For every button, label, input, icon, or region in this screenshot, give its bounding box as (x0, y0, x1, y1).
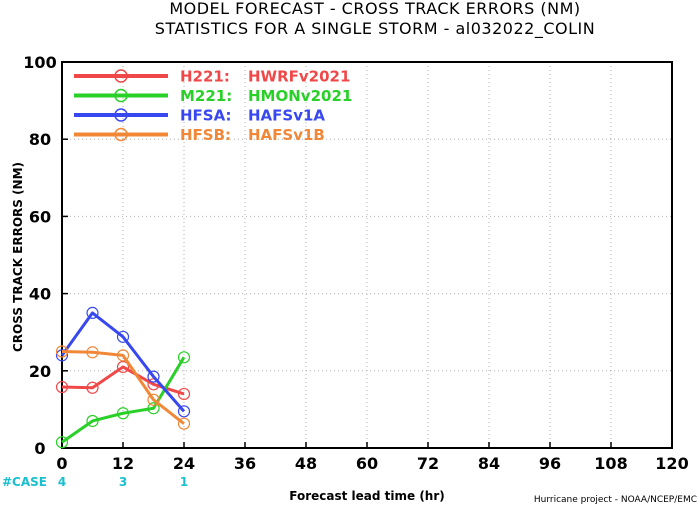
x-axis-label: Forecast lead time (hr) (289, 489, 445, 503)
data-point (55, 380, 69, 394)
y-axis-ticks: 0 20 40 60 80 100 (23, 53, 68, 458)
data-point (177, 417, 191, 430)
grid-lines (62, 62, 672, 448)
case-label: #CASE (2, 475, 47, 489)
y-tick-label: 0 (34, 439, 45, 458)
legend-marker (114, 88, 128, 103)
case-count: 3 (119, 475, 127, 489)
case-counts: 4 3 1 (58, 475, 188, 489)
series-hafsv1a (55, 306, 191, 418)
x-tick-label: 0 (56, 454, 67, 473)
series-hafsv1b (55, 345, 191, 430)
legend-marker (114, 108, 128, 122)
legend-item: HFSB: HAFSv1B (74, 126, 325, 144)
legend-model: HAFSv1B (248, 126, 325, 144)
legend-code: H221: (180, 68, 230, 86)
data-point (177, 387, 191, 401)
case-count: 4 (58, 475, 66, 489)
x-tick-label: 60 (356, 454, 378, 473)
x-tick-label: 108 (594, 454, 627, 473)
data-point (147, 393, 160, 406)
series-line (60, 311, 186, 413)
x-tick-label: 120 (655, 454, 688, 473)
legend: H221: HWRFv2021 M221: HMONv2021 HFSA: HAFSv1A… (74, 68, 352, 144)
data-point (116, 330, 130, 343)
legend-code: HFSA: (180, 107, 232, 125)
data-point (55, 345, 69, 358)
legend-code: M221: (180, 87, 232, 105)
legend-marker (114, 127, 128, 142)
x-tick-label: 48 (295, 454, 317, 473)
y-tick-label: 20 (29, 362, 51, 381)
legend-item: H221: HWRFv2021 (74, 68, 350, 86)
y-tick-label: 100 (23, 53, 56, 72)
data-point (147, 402, 160, 415)
x-tick-label: 96 (539, 454, 561, 473)
data-series (55, 306, 191, 449)
x-tick-label: 72 (417, 454, 439, 473)
series-hmonv2021 (55, 351, 191, 449)
legend-item: M221: HMONv2021 (74, 87, 352, 105)
data-point (116, 407, 130, 420)
x-tick-label: 84 (478, 454, 500, 473)
y-tick-label: 80 (29, 130, 51, 149)
x-tick-label: 24 (173, 454, 195, 473)
data-point (86, 306, 99, 319)
series-line (61, 356, 186, 444)
data-point (177, 351, 191, 364)
data-point (86, 414, 99, 428)
data-point (55, 436, 69, 449)
legend-marker (114, 69, 128, 83)
case-count: 1 (180, 475, 188, 489)
legend-item: HFSA: HAFSv1A (74, 107, 325, 125)
legend-model: HWRFv2021 (248, 68, 350, 86)
data-point (86, 381, 99, 394)
y-tick-label: 40 (29, 285, 51, 304)
data-point (116, 349, 130, 362)
legend-model: HMONv2021 (248, 87, 352, 105)
x-axis-ticks: 0 12 24 36 48 60 72 84 96 108 120 (56, 442, 689, 473)
chart-subtitle: STATISTICS FOR A SINGLE STORM - al032022… (155, 19, 595, 39)
legend-code: HFSB: (180, 126, 231, 144)
y-axis-label: CROSS TRACK ERRORS (NM) (11, 162, 25, 352)
data-point (55, 349, 69, 362)
chart-title: MODEL FORECAST - CROSS TRACK ERRORS (NM) (169, 0, 580, 18)
x-tick-label: 36 (234, 454, 256, 473)
data-point (177, 405, 191, 418)
series-line (61, 350, 185, 425)
x-tick-label: 12 (112, 454, 134, 473)
y-tick-label: 60 (29, 207, 51, 226)
credit-text: Hurricane project - NOAA/NCEP/EMC (534, 495, 697, 505)
legend-model: HAFSv1A (248, 107, 325, 125)
data-point (86, 346, 99, 359)
data-point (147, 370, 160, 383)
